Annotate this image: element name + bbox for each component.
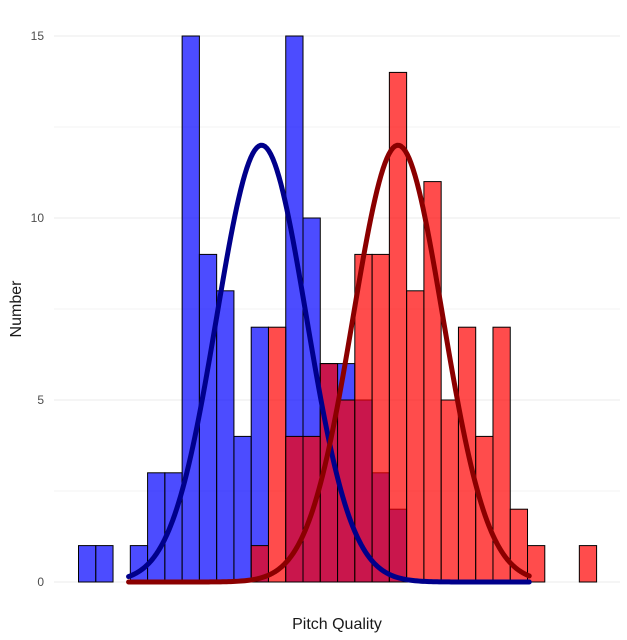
bars — [78, 35, 598, 583]
bar-red — [406, 290, 425, 583]
bar-blue — [198, 253, 218, 583]
curve-red-fit — [126, 142, 532, 585]
bar-red — [578, 545, 598, 583]
y-axis-ticks: 0 5 10 15 — [31, 29, 45, 589]
x-axis-title: Pitch Quality — [292, 616, 382, 633]
bar-blue — [181, 35, 200, 583]
bar-red — [371, 253, 390, 583]
y-tick-label: 15 — [31, 29, 45, 43]
y-axis-title: Number — [8, 280, 25, 338]
bar-red — [440, 399, 459, 583]
bar-blue — [147, 472, 166, 583]
bar-blue — [78, 545, 97, 583]
density-curves — [126, 142, 532, 585]
y-tick-label: 0 — [37, 575, 44, 589]
bar-red — [527, 545, 546, 583]
bar-red — [423, 181, 442, 583]
y-tick-label: 5 — [37, 393, 44, 407]
bar-blue — [233, 435, 252, 583]
bar-red — [267, 326, 287, 583]
bar-blue — [95, 545, 114, 583]
bar-blue — [250, 326, 269, 583]
y-tick-label: 10 — [31, 211, 45, 225]
bar-blue — [216, 290, 235, 583]
